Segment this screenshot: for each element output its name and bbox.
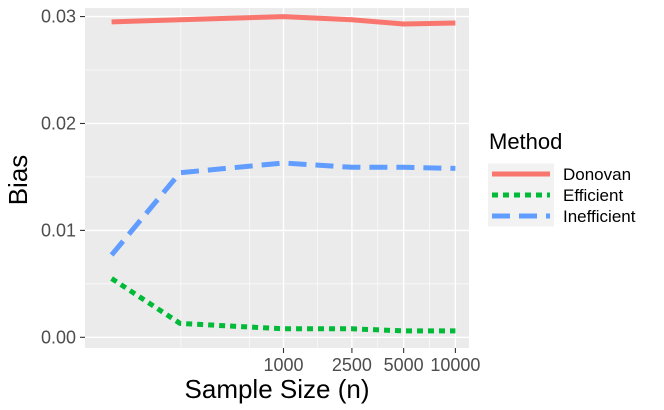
series-line-efficient <box>110 276 456 334</box>
legend: Method Donovan Efficient Inefficient <box>488 129 636 227</box>
y-tick-label: 0.02 <box>41 113 76 133</box>
legend-title: Method <box>489 129 562 154</box>
series-line-inefficient <box>109 160 456 257</box>
y-axis: 0.00 0.01 0.02 0.03 <box>41 7 85 347</box>
legend-label-donovan: Donovan <box>563 165 631 184</box>
y-tick-label: 0.00 <box>41 327 76 347</box>
x-tick-label: 1000 <box>263 355 303 375</box>
x-axis: 1000 2500 5000 10000 <box>263 348 480 375</box>
y-tick-label: 0.01 <box>41 220 76 240</box>
x-tick-label: 10000 <box>430 355 480 375</box>
y-tick-label: 0.03 <box>41 7 76 27</box>
x-axis-title: Sample Size (n) <box>185 374 370 404</box>
legend-label-inefficient: Inefficient <box>563 207 636 226</box>
legend-key-efficient <box>488 184 554 206</box>
plot-panel <box>85 8 469 348</box>
y-axis-title: Bias <box>3 155 33 206</box>
major-gridlines <box>85 8 469 348</box>
x-tick-label: 2500 <box>332 355 372 375</box>
x-tick-label: 5000 <box>384 355 424 375</box>
series-line-donovan <box>111 14 456 27</box>
minor-gridlines <box>85 8 469 348</box>
legend-label-efficient: Efficient <box>563 186 623 205</box>
series-lines <box>109 14 456 334</box>
